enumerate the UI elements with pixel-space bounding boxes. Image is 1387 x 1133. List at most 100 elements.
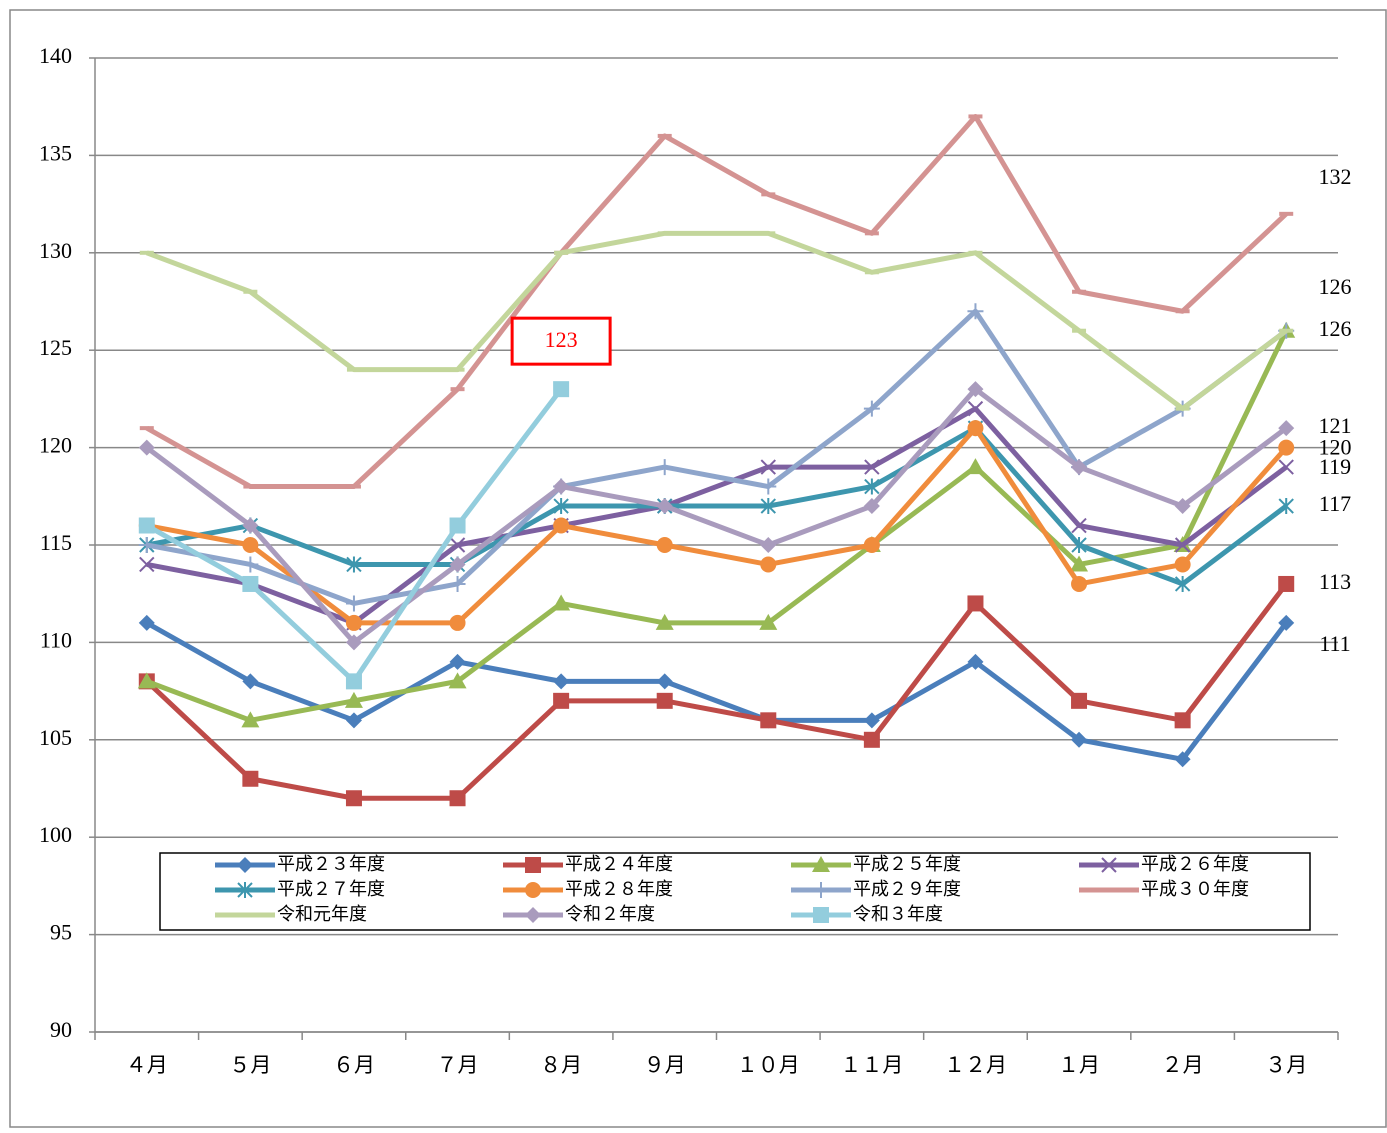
- marker: [967, 303, 984, 320]
- marker: [449, 537, 466, 553]
- marker: [138, 517, 155, 534]
- marker: [760, 537, 777, 553]
- x-tick-label: ９月: [644, 1053, 686, 1077]
- marker: [552, 594, 571, 611]
- marker: [553, 478, 570, 495]
- marker: [449, 556, 466, 573]
- marker: [242, 556, 259, 573]
- marker: [345, 790, 362, 807]
- x-tick-label: ２月: [1162, 1053, 1204, 1077]
- marker: [656, 459, 673, 476]
- marker: [863, 498, 880, 515]
- data-label: 126: [1319, 316, 1352, 341]
- marker: [863, 731, 880, 748]
- y-tick-label: 120: [39, 433, 72, 458]
- legend-label: 令和元年度: [277, 904, 367, 925]
- marker: [344, 691, 363, 708]
- marker: [813, 882, 829, 898]
- marker: [655, 613, 674, 630]
- marker: [1071, 575, 1088, 592]
- x-tick-label: ３月: [1265, 1053, 1307, 1077]
- marker: [345, 712, 362, 729]
- marker: [967, 595, 984, 612]
- marker: [656, 692, 673, 709]
- x-tick-label: １１月: [840, 1053, 903, 1077]
- marker: [242, 673, 259, 690]
- marker: [1174, 556, 1191, 573]
- marker: [966, 458, 985, 475]
- marker: [1101, 857, 1117, 873]
- marker: [813, 907, 829, 923]
- marker: [553, 673, 570, 690]
- marker: [967, 381, 984, 398]
- y-tick-label: 95: [50, 920, 72, 945]
- marker: [1071, 517, 1087, 534]
- y-tick-label: 100: [39, 822, 72, 847]
- marker: [345, 595, 362, 612]
- marker: [1071, 537, 1087, 553]
- marker: [138, 537, 155, 553]
- marker: [863, 537, 880, 553]
- series-line: [146, 425, 1289, 626]
- marker: [525, 907, 541, 923]
- x-tick-label: ６月: [333, 1053, 375, 1077]
- marker: [864, 478, 880, 495]
- x-tick-label: １月: [1058, 1053, 1100, 1077]
- marker: [863, 400, 880, 417]
- legend-label: 平成２８年度: [565, 879, 673, 900]
- callout-label: 123: [545, 327, 578, 352]
- marker: [760, 478, 777, 495]
- marker: [525, 857, 541, 873]
- marker: [967, 653, 984, 670]
- marker: [241, 711, 260, 728]
- x-tick-label: ４月: [126, 1053, 168, 1077]
- marker: [967, 420, 984, 437]
- marker: [656, 537, 673, 553]
- marker: [237, 857, 253, 873]
- marker: [449, 517, 466, 534]
- marker: [449, 653, 466, 670]
- marker: [137, 672, 156, 689]
- legend-label: 令和２年度: [565, 904, 655, 925]
- marker: [1278, 420, 1295, 437]
- marker: [760, 556, 777, 573]
- marker: [345, 634, 362, 651]
- y-tick-label: 135: [39, 140, 72, 165]
- series-line: [145, 582, 1289, 801]
- marker: [237, 882, 253, 898]
- y-tick-label: 110: [40, 627, 72, 652]
- data-label: 126: [1319, 274, 1352, 299]
- marker: [553, 381, 570, 398]
- marker: [553, 692, 570, 709]
- y-tick-label: 90: [50, 1017, 72, 1042]
- marker: [1174, 537, 1191, 553]
- marker: [1070, 555, 1089, 572]
- marker: [967, 400, 984, 417]
- data-label: 132: [1319, 164, 1352, 189]
- legend-label: 平成２７年度: [277, 879, 385, 900]
- y-tick-label: 130: [39, 238, 72, 263]
- x-tick-label: ５月: [229, 1053, 271, 1077]
- marker: [812, 856, 830, 872]
- marker: [656, 673, 673, 690]
- x-tick-label: １０月: [737, 1053, 800, 1077]
- marker: [1174, 712, 1191, 729]
- legend-label: 平成２４年度: [565, 854, 673, 875]
- marker: [242, 575, 259, 592]
- series-line: [145, 329, 1289, 723]
- marker: [1278, 614, 1295, 631]
- marker: [525, 882, 541, 898]
- marker: [760, 498, 776, 515]
- series: [138, 381, 1295, 651]
- series-line: [146, 425, 1288, 587]
- marker: [449, 614, 466, 631]
- marker: [449, 790, 466, 807]
- marker: [139, 556, 155, 573]
- marker: [138, 614, 155, 631]
- marker: [1278, 439, 1295, 456]
- marker: [345, 673, 362, 690]
- data-label: 120: [1319, 435, 1352, 460]
